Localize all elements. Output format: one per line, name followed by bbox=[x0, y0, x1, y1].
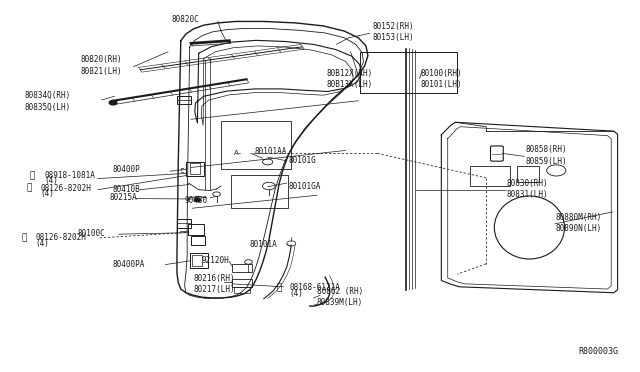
Text: 80880M(RH)
80890N(LH): 80880M(RH) 80890N(LH) bbox=[555, 213, 601, 233]
Bar bbox=[516, 166, 539, 182]
Text: 80834Q(RH)
80835Q(LH): 80834Q(RH) 80835Q(LH) bbox=[25, 91, 71, 112]
Bar bbox=[234, 287, 250, 294]
Text: 80862 (RH)
80839M(LH): 80862 (RH) 80839M(LH) bbox=[317, 287, 363, 307]
Text: 80152(RH)
80153(LH): 80152(RH) 80153(LH) bbox=[372, 22, 414, 42]
Bar bbox=[189, 253, 207, 267]
Text: 80101GA: 80101GA bbox=[288, 182, 321, 190]
Text: (4): (4) bbox=[289, 289, 303, 298]
Text: Ⓑ: Ⓑ bbox=[26, 184, 31, 193]
Text: 80101AA: 80101AA bbox=[255, 147, 287, 156]
Bar bbox=[232, 279, 252, 287]
Text: 80820(RH)
80821(LH): 80820(RH) 80821(LH) bbox=[81, 55, 122, 76]
Text: 80216(RH)
80217(LH): 80216(RH) 80217(LH) bbox=[193, 274, 235, 294]
Text: (4): (4) bbox=[44, 176, 58, 185]
Bar bbox=[230, 175, 288, 208]
Bar bbox=[189, 163, 200, 174]
Bar bbox=[188, 224, 204, 235]
Text: 80100(RH)
80101(LH): 80100(RH) 80101(LH) bbox=[421, 69, 463, 90]
Text: Ⓑ: Ⓑ bbox=[276, 283, 282, 292]
Text: 90430: 90430 bbox=[184, 196, 208, 205]
Bar bbox=[186, 161, 204, 176]
Text: (4): (4) bbox=[36, 239, 50, 248]
Bar bbox=[191, 236, 205, 245]
Text: 80B12X(RH)
80B13X(LH): 80B12X(RH) 80B13X(LH) bbox=[326, 69, 372, 90]
Text: 80400P: 80400P bbox=[113, 165, 140, 174]
FancyBboxPatch shape bbox=[490, 146, 503, 161]
Bar bbox=[360, 52, 457, 93]
Text: 80830(RH)
80831(LH): 80830(RH) 80831(LH) bbox=[506, 179, 548, 199]
Text: (4): (4) bbox=[40, 189, 54, 198]
Text: 80858(RH)
80859(LH): 80858(RH) 80859(LH) bbox=[525, 145, 567, 166]
Text: 08918-1081A: 08918-1081A bbox=[44, 171, 95, 180]
Bar bbox=[470, 166, 509, 186]
Text: 80410B: 80410B bbox=[113, 185, 140, 194]
Text: 08126-8202H: 08126-8202H bbox=[36, 233, 86, 243]
Text: 92120H: 92120H bbox=[202, 256, 230, 265]
Text: R800003G: R800003G bbox=[579, 347, 619, 356]
Text: 08126-8202H: 08126-8202H bbox=[40, 184, 91, 193]
Circle shape bbox=[194, 198, 200, 202]
Text: 80400PA: 80400PA bbox=[113, 260, 145, 269]
Text: A–: A– bbox=[234, 150, 242, 156]
Text: 80101G: 80101G bbox=[288, 156, 316, 165]
Circle shape bbox=[109, 100, 117, 105]
Bar bbox=[221, 121, 291, 169]
Text: 80820C: 80820C bbox=[172, 15, 200, 24]
Bar bbox=[177, 96, 191, 105]
Text: 80101A: 80101A bbox=[250, 240, 278, 249]
Bar bbox=[192, 255, 202, 266]
Text: 80100C: 80100C bbox=[77, 229, 105, 238]
Bar bbox=[177, 219, 191, 228]
Text: 08168-6121A: 08168-6121A bbox=[289, 283, 340, 292]
Text: Ⓑ: Ⓑ bbox=[21, 233, 26, 243]
Text: Ⓝ: Ⓝ bbox=[29, 171, 35, 180]
Text: 80215A: 80215A bbox=[109, 193, 137, 202]
Bar bbox=[232, 264, 252, 272]
